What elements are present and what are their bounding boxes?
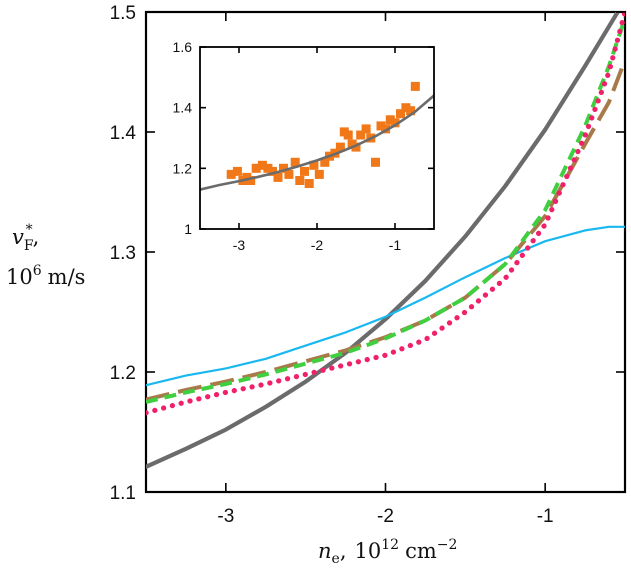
scatter-point <box>279 163 288 173</box>
main-series-group <box>146 12 625 469</box>
scatter-point <box>390 118 400 128</box>
scatter-point <box>356 130 366 140</box>
y-tick-label: 1.1 <box>110 483 136 504</box>
scatter-point <box>251 163 261 173</box>
scatter-point <box>385 115 395 125</box>
main-plot: -3 -2 -1 1.1 1.2 1.3 1.4 1.5 <box>110 3 627 527</box>
y-axis-unit: m/s <box>48 265 86 289</box>
inset-y-tick-label: 1.2 <box>173 160 193 176</box>
scatter-point <box>232 166 242 176</box>
main-ticks-group: -3 -2 -1 1.1 1.2 1.3 1.4 1.5 <box>110 3 625 527</box>
y-tick-label: 1.3 <box>110 243 136 264</box>
inset-y-tick-label: 1 <box>184 221 192 237</box>
x-axis-separator: , <box>340 539 347 563</box>
inset-y-tick-label: 1.4 <box>173 100 193 116</box>
scatter-point <box>263 163 273 173</box>
scatter-point <box>371 157 380 167</box>
y-axis-base: 10 <box>6 265 33 289</box>
scatter-point <box>309 160 319 170</box>
scatter-point <box>351 142 361 152</box>
y-axis-symbol: v <box>12 225 24 249</box>
scatter-point <box>320 157 330 167</box>
scatter-point <box>401 103 411 113</box>
inset-plot: -3 -2 -1 1 1.2 1.4 1.6 <box>173 39 435 253</box>
y-axis-superscript: * <box>26 222 33 238</box>
scatter-point <box>268 166 277 176</box>
y-tick-label: 1.5 <box>110 3 136 24</box>
y-axis-subscript: F <box>24 238 34 254</box>
x-axis-symbol: n <box>318 539 332 563</box>
scatter-point <box>257 160 267 170</box>
x-axis-unit: cm <box>405 539 437 563</box>
scatter-point <box>295 176 305 185</box>
y-axis-separator: , <box>33 225 40 249</box>
y-tick-label: 1.2 <box>110 363 136 384</box>
series-cyan-thin <box>146 225 625 387</box>
x-axis-label: ne, 1012 cm−2 <box>318 537 457 567</box>
scatter-point <box>396 109 405 119</box>
scatter-point <box>304 179 314 188</box>
scatter-point <box>361 124 371 134</box>
scatter-point <box>246 176 256 185</box>
x-axis-base: 10 <box>355 539 382 563</box>
x-tick-label: -1 <box>537 506 554 527</box>
inset-x-tick-label: -2 <box>311 237 324 253</box>
series-gray-solid <box>146 12 621 469</box>
scatter-point <box>300 166 309 176</box>
x-tick-label: -3 <box>217 506 234 527</box>
inset-x-tick-label: -1 <box>389 237 402 253</box>
scatter-point <box>381 124 391 134</box>
y-tick-label: 1.4 <box>110 123 137 144</box>
scatter-point <box>406 106 416 116</box>
scatter-point <box>376 121 386 131</box>
x-axis-superscript: 12 <box>381 537 399 553</box>
x-axis-subscript: e <box>332 551 340 567</box>
series-green-dashed <box>146 17 625 404</box>
scatter-point <box>410 81 420 91</box>
inset-series-group <box>200 81 434 191</box>
scatter-point <box>335 142 345 152</box>
inset-x-tick-label: -3 <box>233 237 246 253</box>
inset-plot-background <box>200 47 434 229</box>
series-magenta-dotted <box>146 12 625 416</box>
inset-y-tick-label: 1.6 <box>173 39 193 55</box>
x-tick-label: -2 <box>377 506 394 527</box>
inset-ticks-group: -3 -2 -1 1 1.2 1.4 1.6 <box>173 39 434 253</box>
scatter-point <box>290 157 300 167</box>
inset-fit-line <box>200 94 434 191</box>
x-axis-unit-superscript: −2 <box>437 537 458 553</box>
y-axis-label-line1: vF*, <box>12 222 39 254</box>
scatter-point <box>226 169 236 179</box>
scatter-point <box>343 130 353 140</box>
y-axis-label-line2: 106 m/s <box>6 263 85 289</box>
scatter-point <box>314 169 324 179</box>
scatter-point <box>273 172 283 182</box>
scatter-point <box>284 169 294 179</box>
y-axis-base-superscript: 6 <box>33 263 42 279</box>
